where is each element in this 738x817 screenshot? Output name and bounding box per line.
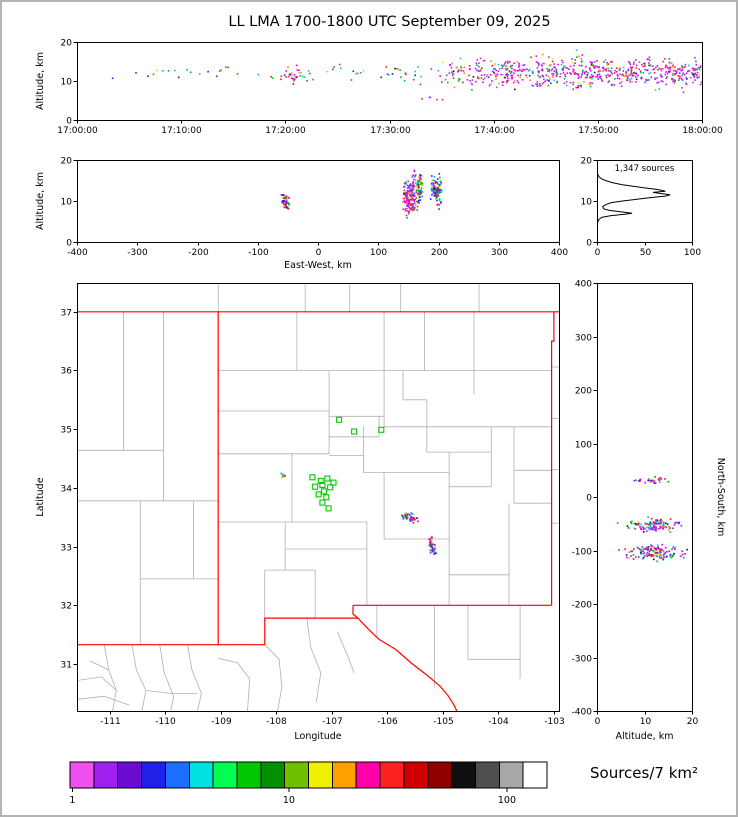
x-tick-label: 17:10:00 [161, 126, 202, 136]
x-tick-label: -108 [266, 717, 287, 727]
x-tick-label: 17:20:00 [265, 126, 306, 136]
y-tick-label: 400 [575, 280, 592, 290]
y-tick-label: -100 [572, 548, 593, 558]
y-axis-label: Latitude [35, 477, 46, 516]
county-borders [77, 283, 559, 711]
y-tick-label: 34 [61, 485, 73, 495]
y-tick-label: 35 [61, 426, 72, 436]
x-tick-label: -200 [188, 248, 209, 258]
x-tick-label: -100 [248, 248, 269, 258]
y-tick-label: 20 [581, 157, 593, 167]
sources-count-annotation: 1,347 sources [615, 164, 675, 174]
y-tick-label: 33 [61, 544, 72, 554]
right-axis-label: North-South, km [715, 458, 726, 536]
y-tick-label: -400 [572, 708, 593, 718]
y-tick-label: 37 [61, 309, 72, 319]
state-borders [77, 311, 559, 711]
colorbar: 1 10 100 [69, 761, 548, 806]
x-tick-label: -400 [67, 248, 88, 258]
y-tick-label: 300 [575, 334, 592, 344]
x-axis-label: East-West, km [284, 260, 352, 271]
x-tick-label: -300 [127, 248, 148, 258]
x-tick-label: -103 [544, 717, 564, 727]
x-tick-label: 400 [551, 248, 568, 258]
north-south-height-panel: 0 10 20 400 300 200 100 0 -100 -200 -300 -400 Altitu… [572, 280, 726, 743]
y-tick-label: 0 [586, 239, 592, 249]
y-tick-label: 36 [61, 367, 73, 377]
y-tick-label: 10 [581, 198, 593, 208]
y-tick-label: 0 [66, 117, 72, 127]
y-tick-label: 100 [575, 441, 592, 451]
y-tick-label: 32 [61, 602, 72, 612]
x-tick-label: -104 [488, 717, 509, 727]
x-axis-label: Altitude, km [616, 731, 674, 742]
x-tick-label: 0 [595, 248, 601, 258]
x-tick-label: 300 [491, 248, 508, 258]
x-tick-label: -110 [155, 717, 176, 727]
y-tick-label: 200 [575, 387, 592, 397]
source-points [280, 169, 443, 219]
x-tick-label: -107 [322, 717, 342, 727]
plan-view-map-panel: -111 -110 -109 -108 -107 -106 -105 -104 -103 31 32… [35, 283, 565, 742]
altitude-histogram-panel: 0 50 100 0 10 20 1,347 sources [581, 157, 702, 259]
x-tick-label: 200 [431, 248, 448, 258]
x-tick-label: 100 [370, 248, 387, 258]
y-axis-label: Altitude, km [35, 52, 46, 110]
x-tick-label: 17:40:00 [474, 126, 515, 136]
y-tick-label: -200 [572, 601, 593, 611]
map-layers [77, 283, 559, 711]
source-points [616, 476, 689, 563]
colorbar-tick-label: 10 [283, 795, 295, 806]
x-tick-label: 50 [640, 248, 652, 258]
y-tick-label: 10 [61, 78, 73, 88]
time-height-panel: 17:00:00 17:10:00 17:20:00 17:30:00 17:40:00… [35, 39, 723, 137]
x-tick-label: 17:00:00 [57, 126, 98, 136]
y-axis-label: Altitude, km [35, 172, 46, 230]
colorbar-label: Sources/7 km² [590, 764, 699, 782]
x-tick-label: -111 [100, 717, 120, 727]
x-tick-label: 18:00:00 [682, 126, 723, 136]
y-tick-label: 0 [66, 239, 72, 249]
y-tick-label: 20 [61, 157, 73, 167]
altitude-profile-line [597, 160, 671, 242]
x-tick-label: -105 [433, 717, 453, 727]
y-tick-label: 10 [61, 198, 73, 208]
x-tick-label: 20 [687, 717, 699, 727]
y-tick-label: 20 [61, 39, 73, 49]
x-tick-label: 100 [684, 248, 701, 258]
x-tick-label: 0 [316, 248, 322, 258]
lma-stations [309, 416, 385, 512]
colorbar-tick-label: 1 [69, 795, 75, 806]
x-tick-label: 0 [595, 717, 601, 727]
source-points [111, 49, 702, 101]
x-tick-label: -109 [211, 717, 232, 727]
y-tick-label: -300 [572, 655, 593, 665]
y-tick-label: 0 [586, 494, 592, 504]
x-tick-label: -106 [377, 717, 398, 727]
x-axis-label: Longitude [294, 731, 341, 742]
figure-title: LL LMA 1700-1800 UTC September 09, 2025 [228, 14, 551, 30]
x-tick-label: 17:50:00 [578, 126, 619, 136]
east-west-height-panel: -400 -300 -200 -100 0 100 200 300 400 0 10 20 East-W… [35, 157, 568, 272]
x-tick-label: 10 [640, 717, 652, 727]
colorbar-tick-label: 100 [498, 795, 516, 806]
x-tick-label: 17:30:00 [370, 126, 411, 136]
y-tick-label: 31 [61, 661, 72, 671]
